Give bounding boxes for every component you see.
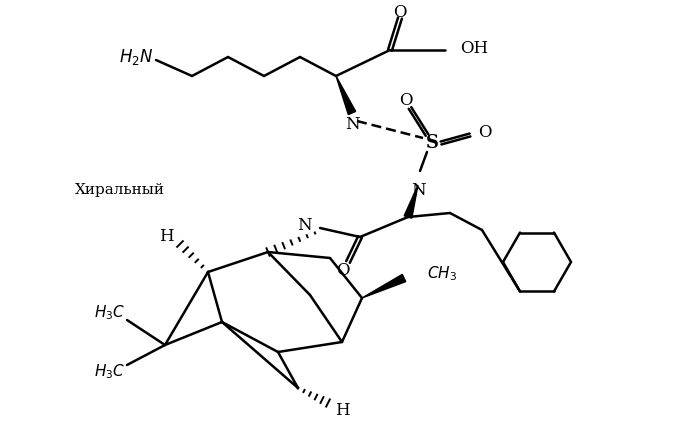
Text: H: H bbox=[335, 401, 350, 418]
Polygon shape bbox=[362, 275, 405, 298]
Text: H: H bbox=[159, 228, 173, 244]
Text: O: O bbox=[336, 261, 350, 278]
Text: N: N bbox=[297, 217, 312, 233]
Text: $H_3C$: $H_3C$ bbox=[94, 363, 126, 382]
Text: $H_2N$: $H_2N$ bbox=[119, 47, 153, 67]
Text: Хиральный: Хиральный bbox=[75, 183, 165, 197]
Text: O: O bbox=[394, 3, 407, 20]
Text: N: N bbox=[411, 181, 425, 198]
Text: OH: OH bbox=[460, 39, 488, 57]
Polygon shape bbox=[404, 185, 418, 218]
Text: O: O bbox=[399, 91, 412, 109]
Text: O: O bbox=[478, 124, 491, 140]
Text: $H_3C$: $H_3C$ bbox=[94, 304, 126, 322]
Text: $CH_3$: $CH_3$ bbox=[427, 265, 457, 283]
Polygon shape bbox=[336, 76, 356, 115]
Text: N: N bbox=[345, 115, 359, 132]
Text: S: S bbox=[426, 134, 438, 152]
